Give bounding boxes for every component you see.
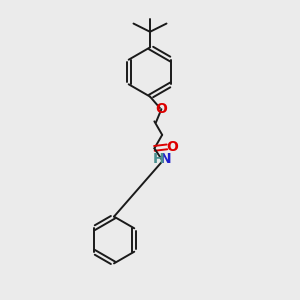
Text: H: H [153, 152, 164, 166]
Text: O: O [167, 140, 178, 154]
Text: O: O [155, 102, 167, 116]
Text: N: N [160, 152, 171, 166]
